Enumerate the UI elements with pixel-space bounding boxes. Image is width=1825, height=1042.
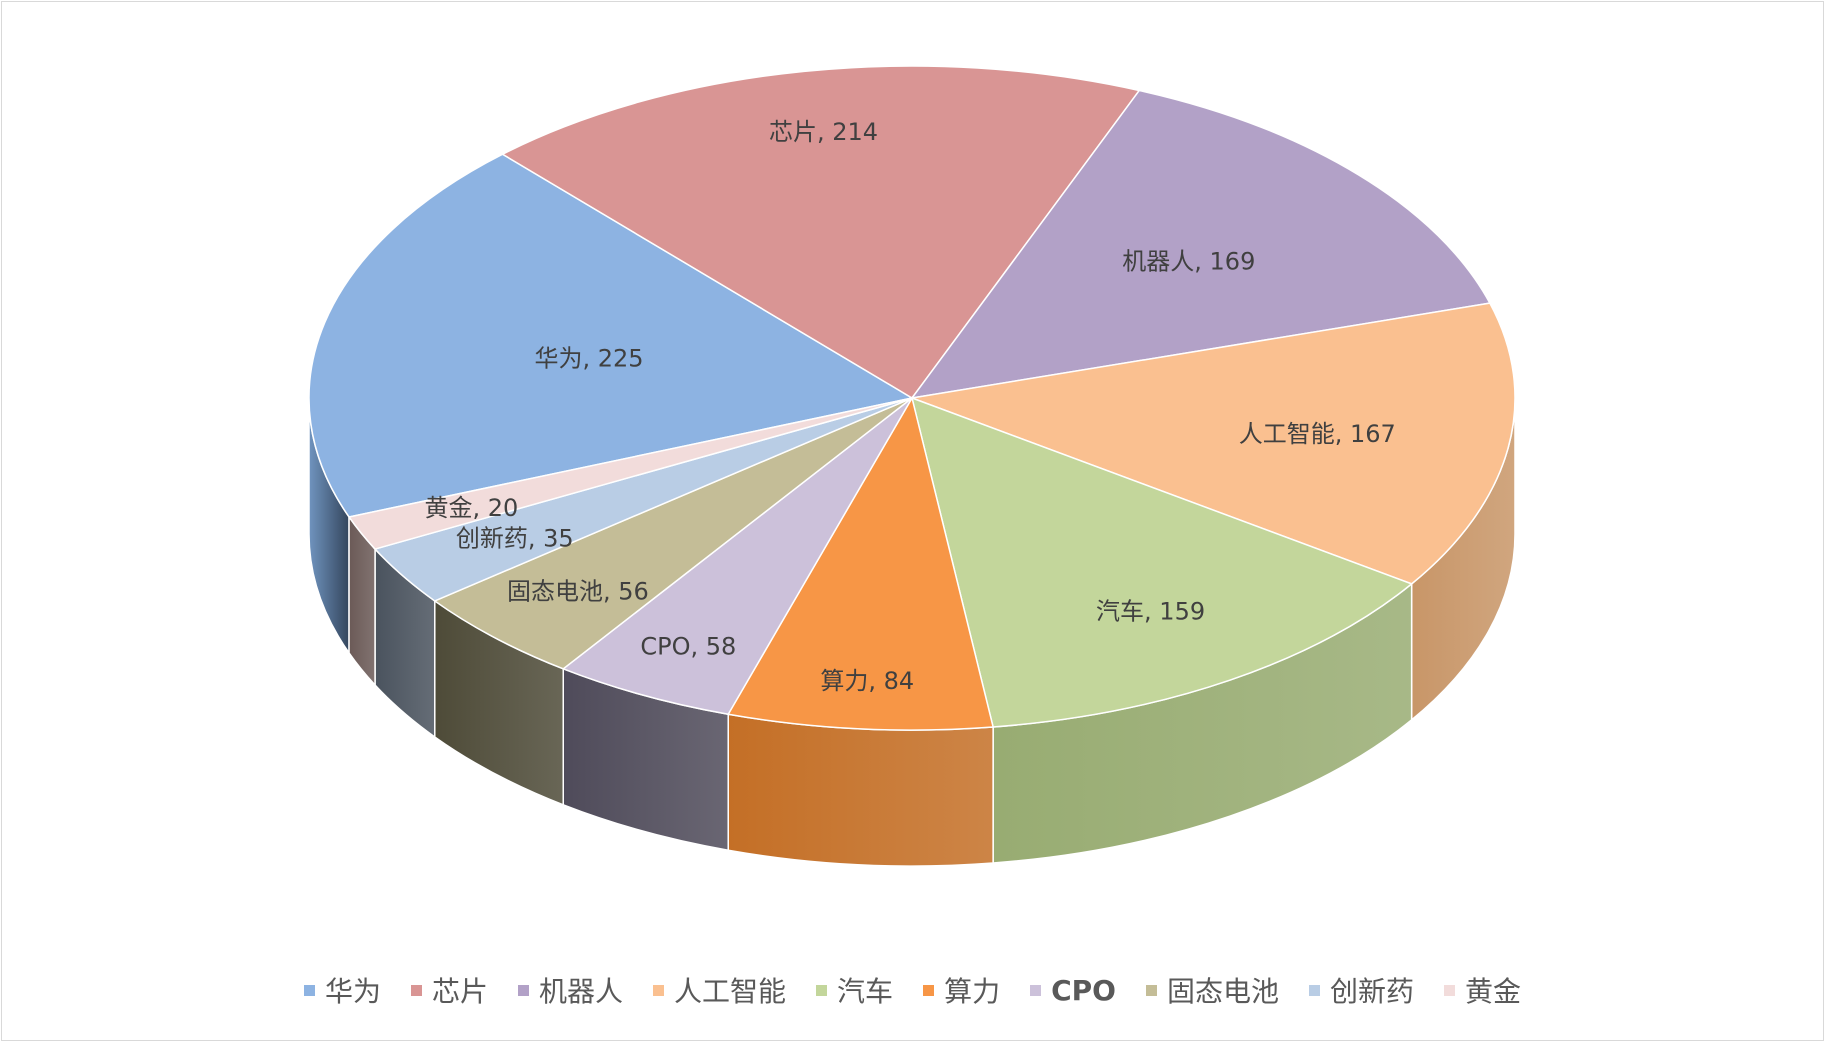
slice-3-label: 人工智能, 167	[1239, 420, 1396, 448]
legend-item-8: 创新药	[1308, 970, 1414, 1010]
slice-6-label: CPO, 58	[640, 633, 736, 661]
slice-4-label: 汽车, 159	[1096, 598, 1205, 626]
legend-label: 固态电池	[1166, 975, 1279, 1008]
slice-5-side	[727, 713, 994, 867]
legend-swatch	[1308, 984, 1320, 996]
slice-3	[909, 302, 1516, 585]
legend-swatch	[411, 984, 422, 996]
legend-swatch	[1443, 984, 1455, 996]
slice-2-label: 机器人, 169	[1122, 248, 1255, 276]
slice-2	[910, 89, 1492, 400]
legend-item-5: 算力	[923, 970, 1000, 1010]
legend-label: 华为	[324, 975, 381, 1008]
slice-9	[347, 397, 913, 550]
slice-5	[727, 396, 995, 731]
legend-item-2: 机器人	[518, 970, 623, 1010]
legend-item-6: CPO	[1030, 974, 1116, 1007]
legend-item-9: 黄金	[1443, 970, 1521, 1010]
legend-swatch	[1030, 984, 1042, 996]
slice-8-label: 创新药, 35	[456, 525, 574, 553]
legend-item-4: 汽车	[816, 970, 893, 1010]
slice-0-label: 华为, 225	[534, 345, 643, 373]
slice-1	[501, 65, 1141, 399]
legend-label: 机器人	[539, 975, 624, 1008]
legend-swatch	[816, 984, 828, 996]
legend-label: 黄金	[1464, 975, 1521, 1008]
pie-data-labels: 华为, 225 芯片, 214 机器人, 169 人工智能, 167 汽车, 159 算力…	[425, 118, 1396, 695]
legend: 华为 芯片 机器人 人工智能 汽车 算力 CPO 固态电池 创新药 黄金	[0, 970, 1825, 1010]
legend-swatch	[1145, 984, 1157, 996]
legend-swatch	[653, 984, 665, 996]
slice-4	[910, 396, 1414, 728]
legend-item-1: 芯片	[411, 970, 488, 1010]
slice-5-label: 算力, 84	[820, 667, 914, 695]
legend-swatch	[303, 984, 315, 996]
pie-slices	[308, 65, 1516, 731]
legend-item-7: 固态电池	[1145, 970, 1279, 1010]
legend-label: 芯片	[432, 975, 489, 1008]
legend-swatch	[518, 984, 530, 996]
slice-6	[561, 397, 913, 716]
legend-item-0: 华为	[303, 970, 381, 1010]
slice-7-label: 固态电池, 56	[507, 578, 649, 606]
slice-9-label: 黄金, 20	[425, 494, 519, 522]
legend-label: 算力	[944, 975, 1001, 1008]
legend-item-3: 人工智能	[653, 970, 786, 1010]
slice-7	[433, 397, 913, 670]
legend-label: 汽车	[837, 975, 894, 1008]
legend-label: 创新药	[1329, 975, 1414, 1008]
legend-label: CPO	[1051, 973, 1116, 1007]
legend-swatch	[923, 984, 935, 996]
slice-1-label: 芯片, 214	[769, 118, 878, 146]
legend-label: 人工智能	[674, 975, 787, 1008]
slice-0	[308, 153, 915, 518]
